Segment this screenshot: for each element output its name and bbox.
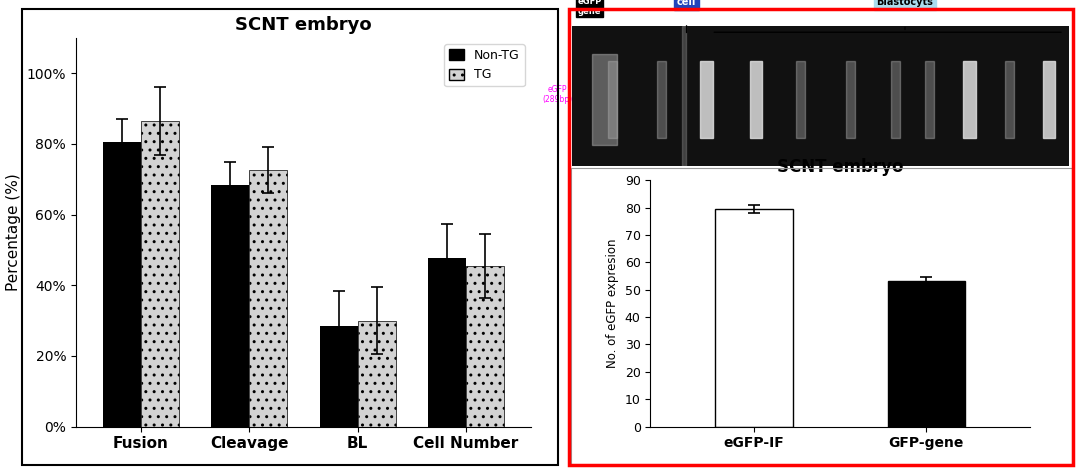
Text: eGFP
gene: eGFP gene (578, 0, 602, 16)
Bar (846, 61, 855, 138)
Bar (358, 320, 396, 427)
Bar (320, 326, 358, 427)
Text: Blastocyts: Blastocyts (877, 0, 933, 7)
Bar (608, 61, 617, 138)
Title: SCNT embryo: SCNT embryo (235, 16, 372, 34)
Bar (750, 61, 762, 138)
Bar (428, 258, 466, 427)
Text: cell: cell (676, 0, 696, 7)
Bar (1005, 61, 1014, 138)
Bar (682, 26, 685, 166)
Y-axis label: Percentage (%): Percentage (%) (7, 173, 21, 291)
Bar (1043, 61, 1055, 138)
Bar (926, 61, 934, 138)
Bar (964, 61, 976, 138)
Bar (249, 171, 287, 427)
Bar (891, 61, 900, 138)
Bar (888, 282, 965, 427)
Text: eGFP
(289bp): eGFP (289bp) (542, 85, 572, 104)
Bar (211, 184, 249, 427)
Bar (657, 61, 667, 138)
Bar (466, 266, 504, 427)
Y-axis label: No. of eGFP expresion: No. of eGFP expresion (606, 238, 619, 368)
Bar (797, 61, 805, 138)
Bar (592, 54, 617, 145)
Title: SCNT embryo: SCNT embryo (777, 158, 903, 176)
Bar (700, 61, 712, 138)
Bar (103, 142, 141, 427)
Legend: Non-TG, TG: Non-TG, TG (444, 44, 525, 86)
Bar (141, 121, 179, 427)
Bar (715, 209, 792, 427)
